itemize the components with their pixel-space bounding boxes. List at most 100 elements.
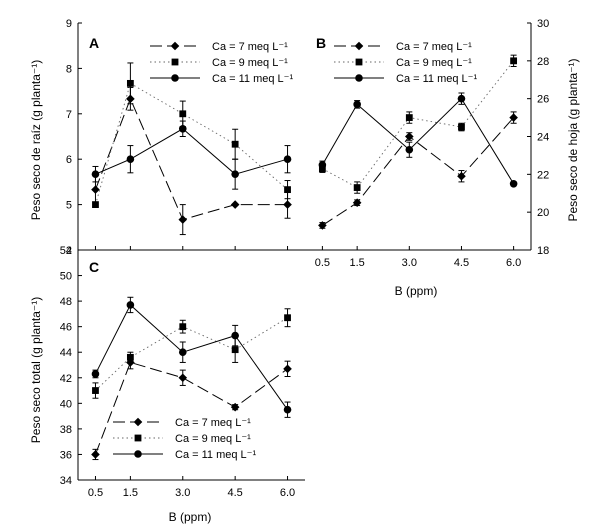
panel-c-xtick-label: 3.0 [175, 487, 190, 499]
panel-a-legend: Ca = 7 meq L⁻¹ Ca = 9 meq L⁻¹ Ca = 11 meq … [150, 41, 293, 85]
panel-b-legend-marker [355, 74, 363, 82]
panel-b-legend-label: Ca = 9 meq L⁻¹ [396, 57, 472, 69]
panel-a-series-ca-7-meq-l-point [91, 185, 100, 194]
panel-a-letter: A [89, 35, 99, 51]
panel-b-ytick-label: 20 [537, 207, 549, 219]
panel-c-series-ca-9-meq-l-point [231, 346, 239, 354]
panel-b-series-ca-11-meq-l-point [457, 94, 466, 103]
panel-b-series-ca-7-meq-l-point [405, 132, 414, 141]
panel-c-legend-label: Ca = 11 meq L⁻¹ [175, 449, 256, 461]
panel-c-series-ca-11-meq-l-point [178, 348, 187, 357]
panel-c-ytick-label: 36 [60, 449, 72, 461]
panel-c-series-ca-11-meq-l-point [91, 370, 100, 378]
panel-b-ytick-label: 22 [537, 169, 549, 181]
panel-b-series-ca-11-meq-l-line [321, 97, 515, 185]
panel-b-xlabel: B (ppm) [395, 284, 438, 298]
panel-c-xtick-label: 4.5 [228, 487, 243, 499]
panel-a-series-ca-7-meq-l-point [178, 215, 188, 224]
panel-b-ytick-label: 28 [537, 56, 549, 68]
panel-a-series-ca-9-meq-l [92, 62, 291, 208]
panel-a-series-ca-7-meq-l-point [230, 200, 240, 209]
panel-b-series-ca-11-meq-l-point [509, 179, 518, 188]
panel-b-xtick-label: 1.5 [350, 257, 365, 269]
panel-a-legend-marker [170, 41, 180, 51]
panel-a-ytick-label: 8 [66, 63, 72, 75]
panel-b-series-ca-7-meq-l-point [352, 198, 362, 208]
panel-b-xtick-label: 3.0 [402, 257, 417, 269]
panel-b-plot: 18 20 22 24 26 28 30 0.5 1.5 3.0 4.5 6.0 Ca = 7 meq … [305, 18, 549, 269]
panel-c-ytick-label: 42 [60, 373, 72, 385]
panel-c-ylabel: Peso seco total (g planta⁻¹) [29, 297, 43, 443]
panel-c-legend-label: Ca = 9 meq L⁻¹ [175, 433, 251, 445]
panel-a-series-ca-11-meq-l-point [231, 170, 239, 178]
panel-a-legend-label: Ca = 9 meq L⁻¹ [212, 57, 288, 69]
panel-b-series-ca-11-meq-l-point [405, 145, 414, 154]
panel-c-legend-marker [134, 450, 142, 458]
panel-c-series-ca-9-meq-l [92, 308, 291, 399]
panel-b-series-ca-9-meq-l-point [510, 57, 518, 65]
panel-b-series-ca-7-meq-l [318, 111, 518, 230]
panel-a-ytick-label: 7 [66, 109, 72, 121]
panel-b-series-ca-9-meq-l-point [353, 184, 361, 191]
panel-b-series-ca-7-meq-l-point [509, 113, 518, 122]
panel-c-ytick-label: 44 [60, 347, 72, 359]
panel-c-xlabel: B (ppm) [169, 510, 212, 524]
panel-a-legend-marker [171, 58, 179, 66]
panel-c-xtick-label: 1.5 [123, 487, 138, 499]
panel-c-ytick-label: 50 [60, 271, 72, 283]
panel-a-plot: 4 5 6 7 8 9 Ca = 7 meq L⁻¹ Ca = 9 meq L⁻¹ Ca = 1… [66, 18, 305, 257]
panel-b-series-ca-7-meq-l-line [322, 117, 514, 226]
panel-a-series-ca-7-meq-l [91, 86, 292, 236]
panel-a-series-ca-7-meq-l-line [94, 97, 288, 221]
panel-b-ytick-label: 18 [537, 245, 549, 257]
panel-a-ylabel: Peso seco de raíz (g planta⁻¹) [29, 60, 43, 220]
panel-c-series-ca-11-meq-l-point [126, 301, 135, 309]
panel-c-series-ca-11-meq-l [91, 296, 292, 418]
panel-a-series-ca-9-meq-l-point [126, 79, 134, 87]
panel-b-legend-label: Ca = 7 meq L⁻¹ [396, 41, 472, 53]
panel-a-series-ca-9-meq-l-point [284, 186, 291, 194]
panel-b-xtick-label: 0.5 [315, 257, 330, 269]
panel-c-legend-label: Ca = 7 meq L⁻¹ [175, 417, 251, 429]
panel-a-series-ca-9-meq-l-point [231, 140, 239, 148]
panel-c-series-ca-9-meq-l-point [92, 387, 99, 394]
panel-c-series-ca-7-meq-l-point [91, 450, 100, 459]
panel-c-series-ca-7-meq-l-point [283, 364, 292, 374]
panel-c-legend-marker [133, 417, 143, 427]
panel-c: C Peso seco total (g planta⁻¹) B (ppm) 3… [29, 245, 305, 524]
panel-b-series-ca-7-meq-l-point [318, 221, 327, 230]
panel-c-ytick-label: 52 [60, 245, 72, 257]
panel-a-series-ca-11-meq-l-point [91, 170, 100, 178]
panel-c-legend: Ca = 7 meq L⁻¹ Ca = 9 meq L⁻¹ Ca = 11 meq … [113, 417, 256, 461]
panel-a-series-ca-11-meq-l-point [126, 155, 135, 163]
panel-a-series-ca-11-meq-l [91, 120, 292, 190]
panel-b-legend-marker [354, 41, 364, 51]
panel-a-ytick-label: 6 [66, 154, 72, 166]
panel-c-ytick-label: 34 [60, 475, 72, 487]
panel-c-series-ca-7-meq-l-point [178, 373, 188, 383]
panel-b-xtick-label: 6.0 [506, 257, 521, 269]
panel-a-series-ca-11-meq-l-point [178, 124, 187, 133]
panel-c-ytick-label: 40 [60, 398, 72, 410]
panel-c-plot: 34 36 38 40 42 44 46 48 50 52 0.5 1.5 3.0 4.5 6.0 Ca = … [60, 245, 305, 499]
panel-c-series-ca-11-meq-l-line [95, 304, 288, 411]
panel-b-letter: B [316, 35, 326, 51]
panel-c-series-ca-9-meq-l-line [95, 317, 288, 391]
panel-c-series-ca-11-meq-l-point [283, 405, 292, 414]
panel-a-ytick-label: 9 [66, 18, 72, 30]
panel-b-series-ca-9-meq-l-point [458, 123, 465, 131]
panel-a-series-ca-9-meq-l-line [95, 82, 288, 205]
panel-c-ytick-label: 48 [60, 296, 72, 308]
panel-b-ytick-label: 26 [537, 94, 549, 106]
panel-b-series-ca-7-meq-l-point [457, 171, 466, 181]
panel-a-legend-label: Ca = 7 meq L⁻¹ [212, 41, 288, 53]
panel-c-letter: C [89, 259, 99, 275]
panel-c-xtick-label: 0.5 [88, 487, 103, 499]
panel-c-series-ca-11-meq-l-point [231, 331, 239, 340]
panel-b-ytick-label: 30 [537, 18, 549, 30]
panel-c-series-ca-7-meq-l-point [230, 402, 240, 412]
panel-c-series-ca-9-meq-l-point [126, 353, 134, 361]
panel-b-xtick-label: 4.5 [454, 257, 469, 269]
panel-a-ytick-label: 4 [66, 245, 72, 257]
